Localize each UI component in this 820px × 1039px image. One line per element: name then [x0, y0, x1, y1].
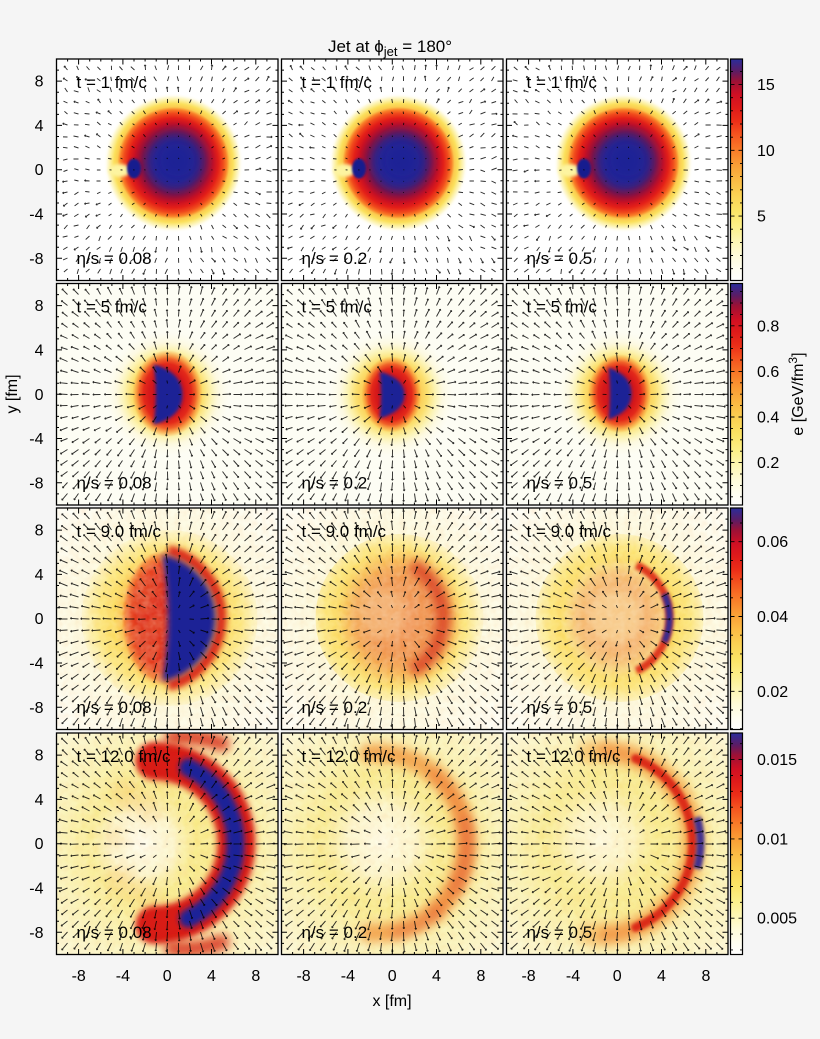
svg-text:0.04: 0.04: [757, 609, 788, 626]
svg-text:η/s = 0.5: η/s = 0.5: [527, 249, 593, 268]
svg-text:t = 9.0 fm/c: t = 9.0 fm/c: [527, 522, 612, 541]
svg-text:0.6: 0.6: [757, 364, 779, 381]
svg-text:-4: -4: [116, 968, 130, 985]
svg-text:0: 0: [388, 968, 397, 985]
svg-text:0: 0: [35, 611, 44, 628]
svg-text:η/s = 0.2: η/s = 0.2: [302, 698, 368, 717]
svg-text:8: 8: [35, 74, 44, 91]
svg-text:t = 1 fm/c: t = 1 fm/c: [77, 73, 148, 92]
svg-text:e [GeV/fm3]: e [GeV/fm3]: [786, 352, 807, 435]
svg-text:0.02: 0.02: [757, 684, 788, 701]
svg-text:4: 4: [432, 968, 441, 985]
svg-text:x [fm]: x [fm]: [372, 993, 411, 1010]
svg-text:8: 8: [251, 968, 260, 985]
svg-text:-8: -8: [29, 475, 43, 492]
svg-text:t = 5 fm/c: t = 5 fm/c: [302, 298, 373, 317]
svg-text:-4: -4: [29, 431, 43, 448]
svg-text:-4: -4: [29, 656, 43, 673]
svg-text:-4: -4: [29, 881, 43, 898]
svg-text:0: 0: [163, 968, 172, 985]
svg-text:t = 1 fm/c: t = 1 fm/c: [302, 73, 373, 92]
svg-text:4: 4: [35, 792, 44, 809]
svg-text:0: 0: [35, 836, 44, 853]
svg-text:t = 12.0 fm/c: t = 12.0 fm/c: [77, 747, 172, 766]
svg-text:0: 0: [35, 162, 44, 179]
svg-text:η/s = 0.08: η/s = 0.08: [77, 698, 152, 717]
svg-text:10: 10: [757, 143, 775, 160]
svg-text:y [fm]: y [fm]: [4, 374, 21, 413]
svg-text:0.8: 0.8: [757, 318, 779, 335]
svg-text:Jet at ϕjet = 180°: Jet at ϕjet = 180°: [328, 37, 452, 59]
svg-text:-8: -8: [296, 968, 310, 985]
svg-text:η/s = 0.08: η/s = 0.08: [77, 923, 152, 942]
svg-text:8: 8: [701, 968, 710, 985]
svg-text:0.005: 0.005: [757, 911, 797, 928]
svg-text:t = 9.0 fm/c: t = 9.0 fm/c: [302, 522, 387, 541]
svg-text:-4: -4: [566, 968, 580, 985]
svg-text:η/s = 0.2: η/s = 0.2: [302, 923, 368, 942]
svg-text:t = 1 fm/c: t = 1 fm/c: [527, 73, 598, 92]
svg-text:0.015: 0.015: [757, 752, 797, 769]
svg-text:-4: -4: [341, 968, 355, 985]
svg-text:8: 8: [35, 298, 44, 315]
svg-text:η/s = 0.5: η/s = 0.5: [527, 474, 593, 493]
svg-text:η/s = 0.08: η/s = 0.08: [77, 474, 152, 493]
svg-text:η/s = 0.08: η/s = 0.08: [77, 249, 152, 268]
svg-text:0.06: 0.06: [757, 534, 788, 551]
svg-text:4: 4: [35, 567, 44, 584]
svg-text:4: 4: [35, 118, 44, 135]
svg-text:0.4: 0.4: [757, 410, 779, 427]
svg-text:-8: -8: [521, 968, 535, 985]
svg-text:4: 4: [207, 968, 216, 985]
svg-text:0: 0: [35, 387, 44, 404]
svg-text:0.01: 0.01: [757, 831, 788, 848]
svg-text:-8: -8: [72, 968, 86, 985]
svg-text:t = 12.0 fm/c: t = 12.0 fm/c: [527, 747, 622, 766]
svg-text:η/s = 0.2: η/s = 0.2: [302, 249, 368, 268]
svg-text:4: 4: [657, 968, 666, 985]
svg-text:t = 5 fm/c: t = 5 fm/c: [527, 298, 598, 317]
svg-text:4: 4: [35, 342, 44, 359]
svg-text:8: 8: [476, 968, 485, 985]
svg-text:8: 8: [35, 748, 44, 765]
svg-text:η/s = 0.2: η/s = 0.2: [302, 474, 368, 493]
svg-text:-4: -4: [29, 207, 43, 224]
svg-text:-8: -8: [29, 251, 43, 268]
svg-text:15: 15: [757, 77, 775, 94]
svg-text:5: 5: [757, 209, 766, 226]
svg-text:t = 5 fm/c: t = 5 fm/c: [77, 298, 148, 317]
svg-text:t = 12.0 fm/c: t = 12.0 fm/c: [302, 747, 397, 766]
svg-text:η/s = 0.5: η/s = 0.5: [527, 698, 593, 717]
svg-text:-8: -8: [29, 700, 43, 717]
svg-text:t = 9.0 fm/c: t = 9.0 fm/c: [77, 522, 162, 541]
svg-text:8: 8: [35, 523, 44, 540]
svg-text:η/s = 0.5: η/s = 0.5: [527, 923, 593, 942]
svg-text:0: 0: [613, 968, 622, 985]
svg-text:0.2: 0.2: [757, 455, 779, 472]
svg-text:-8: -8: [29, 925, 43, 942]
